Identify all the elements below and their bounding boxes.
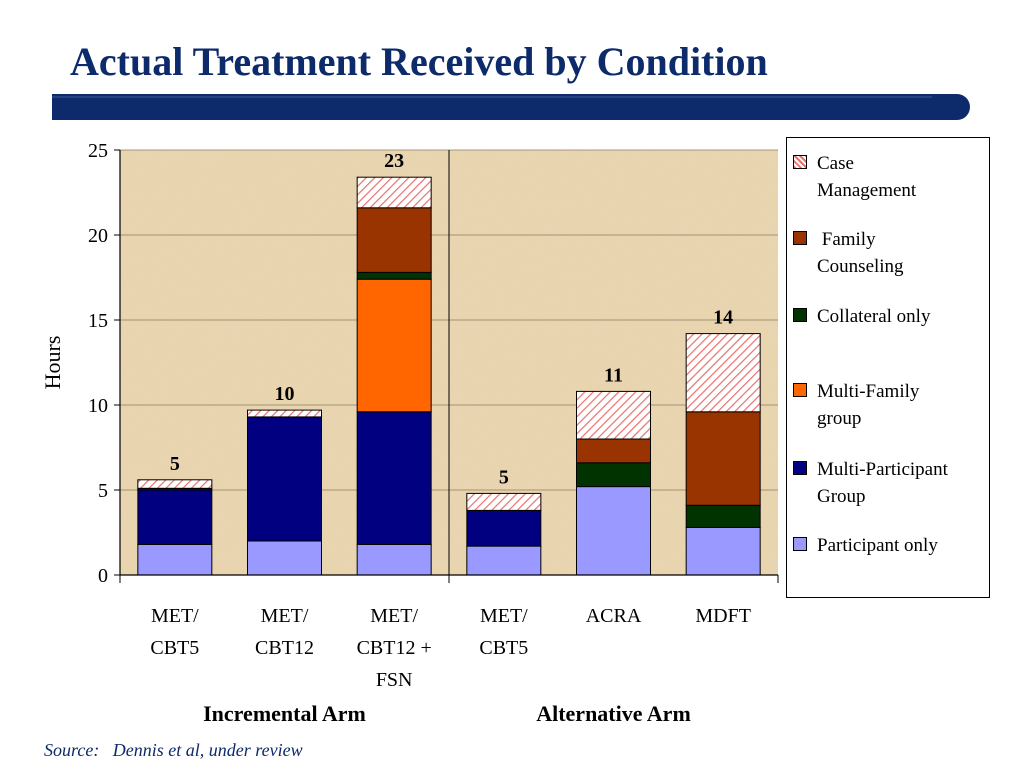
x-tick-label: MDFT — [695, 605, 751, 627]
bar-total-label: 5 — [499, 466, 509, 488]
bar-segment-multi-participant-group — [356, 411, 432, 545]
bar-segment-case-management — [576, 390, 651, 440]
legend-swatch — [793, 231, 807, 245]
bar-segment-family-counseling — [356, 207, 432, 273]
legend-label: Multi-Family group — [817, 381, 920, 429]
bar-segment-collateral-only — [576, 462, 651, 488]
bar-segment-case-management — [356, 176, 432, 209]
y-tick-label: 10 — [88, 395, 108, 417]
source-citation: Source: Dennis et al, under review — [44, 740, 303, 760]
legend-label: Multi-Participant Group — [817, 459, 948, 507]
x-tick-label: CBT5 — [479, 637, 528, 659]
x-tick-label: CBT5 — [150, 637, 199, 659]
bar-segment-collateral-only — [685, 504, 761, 528]
legend-swatch — [793, 537, 807, 551]
legend-swatch — [793, 461, 807, 475]
x-tick-label: MET/ — [370, 605, 418, 627]
bar-segment-multi-participant-group — [466, 509, 542, 547]
group-label: Alternative Arm — [536, 701, 691, 726]
legend-swatch — [793, 308, 807, 322]
bar-total-label: 14 — [713, 307, 733, 329]
bar-segment-collateral-only — [356, 271, 432, 280]
bar-segment-participant-only — [576, 486, 651, 576]
y-tick-label: 0 — [98, 565, 108, 587]
legend-swatch — [793, 383, 807, 397]
y-axis-label: Hours — [40, 336, 65, 390]
bar-total-label: 23 — [384, 150, 404, 172]
page-title: Actual Treatment Received by Condition — [70, 39, 768, 84]
legend-label: Collateral only — [817, 306, 931, 327]
legend-label: Case Management — [817, 153, 917, 201]
y-tick-label: 15 — [88, 310, 108, 332]
y-tick-label: 5 — [98, 480, 108, 502]
x-tick-label: MET/ — [480, 605, 528, 627]
group-label: Incremental Arm — [203, 701, 366, 726]
bar-total-label: 10 — [275, 383, 295, 405]
bar-segment-participant-only — [685, 526, 761, 576]
title-bar — [52, 94, 970, 120]
x-tick-label: MET/ — [151, 605, 199, 627]
legend-label: Family Counseling — [817, 229, 904, 277]
x-tick-label: MET/ — [261, 605, 309, 627]
bar-segment-family-counseling — [685, 411, 761, 506]
bar-segment-case-management — [466, 492, 542, 511]
y-tick-label: 20 — [88, 225, 108, 247]
bar-segment-multi-participant-group — [247, 416, 322, 542]
bar-segment-family-counseling — [576, 438, 651, 464]
x-tick-label: CBT12 + — [357, 637, 432, 659]
bar-segment-participant-only — [247, 540, 322, 576]
bar-segment-case-management — [247, 409, 322, 418]
y-tick-label: 25 — [88, 140, 108, 162]
bar-segment-participant-only — [137, 543, 213, 576]
legend-swatch — [793, 155, 807, 169]
bar-segment-multi-participant-group — [137, 489, 213, 545]
bar-total-label: 11 — [604, 364, 623, 386]
x-tick-label: CBT12 — [255, 637, 314, 659]
bar-segment-case-management — [137, 479, 213, 489]
bar-total-label: 5 — [170, 453, 180, 475]
bar-segment-multi-family-group — [356, 278, 432, 413]
bar-segment-participant-only — [356, 543, 432, 576]
bar-segment-participant-only — [466, 545, 542, 576]
x-tick-label: FSN — [376, 669, 413, 691]
x-tick-label: ACRA — [586, 605, 642, 627]
chart-legend: Case Management Family Counseling Collate… — [786, 137, 990, 598]
bar-segment-case-management — [685, 333, 761, 413]
legend-label: Participant only — [817, 535, 938, 556]
